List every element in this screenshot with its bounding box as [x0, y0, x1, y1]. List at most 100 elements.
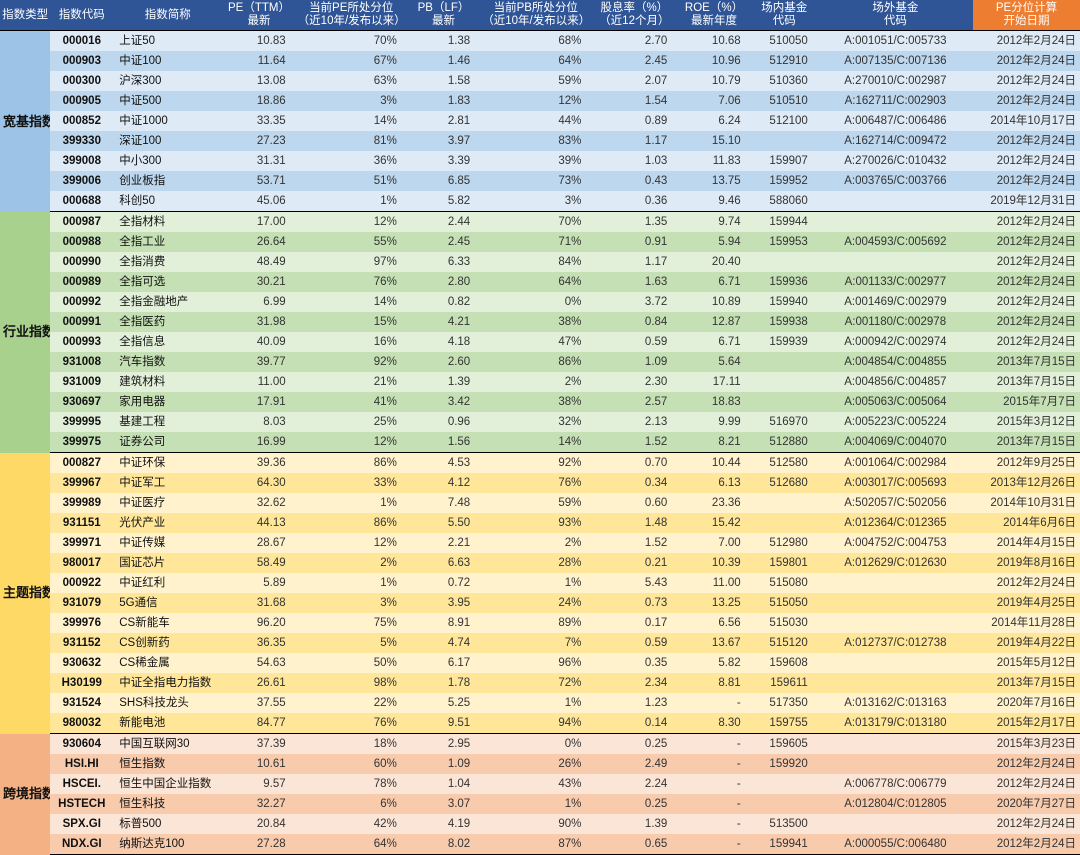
cell-pb: 2.80 — [407, 272, 480, 292]
cell-div: 0.60 — [591, 493, 677, 513]
cell-pe: 5.89 — [222, 573, 295, 593]
cell-off: A:013179/C:013180 — [818, 713, 973, 734]
table-row: 000988全指工业26.6455%2.4571%0.915.94159953A… — [0, 232, 1080, 252]
cell-roe: 6.13 — [677, 473, 750, 493]
cell-date: 2015年3月12日 — [973, 412, 1080, 432]
cell-off: A:012364/C:012365 — [818, 513, 973, 533]
cell-roe: 15.10 — [677, 131, 750, 151]
cell-date: 2013年7月15日 — [973, 372, 1080, 392]
cell-pb_pct: 68% — [480, 31, 591, 52]
cell-name: 中证传媒 — [113, 533, 222, 553]
cell-date: 2013年7月15日 — [973, 352, 1080, 372]
col-header-pb_pct: 当前PB所处分位（近10年/发布以来） — [480, 0, 591, 31]
cell-pb: 9.51 — [407, 713, 480, 734]
cell-pb_pct: 73% — [480, 171, 591, 191]
cell-pe_pct: 12% — [296, 533, 407, 553]
cell-date: 2012年2月24日 — [973, 272, 1080, 292]
cell-div: 0.59 — [591, 332, 677, 352]
cell-pb_pct: 26% — [480, 754, 591, 774]
cell-pe: 54.63 — [222, 653, 295, 673]
cell-pb_pct: 96% — [480, 653, 591, 673]
cell-pb_pct: 59% — [480, 71, 591, 91]
cell-pe: 36.35 — [222, 633, 295, 653]
cell-name: 全指信息 — [113, 332, 222, 352]
cell-date: 2012年2月24日 — [973, 573, 1080, 593]
table-row: 931524SHS科技龙头37.5522%5.251%1.23-517350A:… — [0, 693, 1080, 713]
col-header-div: 股息率（%）（近12个月） — [591, 0, 677, 31]
cell-date: 2015年7月7日 — [973, 392, 1080, 412]
cell-pb: 5.25 — [407, 693, 480, 713]
cell-onf — [751, 774, 818, 794]
cell-name: 基建工程 — [113, 412, 222, 432]
cell-code: 000991 — [50, 312, 113, 332]
cell-off: A:001064/C:002984 — [818, 453, 973, 474]
cell-pb_pct: 12% — [480, 91, 591, 111]
cell-pb: 4.19 — [407, 814, 480, 834]
cell-date: 2012年2月24日 — [973, 171, 1080, 191]
cell-off — [818, 212, 973, 233]
cell-onf: 510360 — [751, 71, 818, 91]
cell-name: 深证100 — [113, 131, 222, 151]
cell-name: 证券公司 — [113, 432, 222, 453]
cell-date: 2020年7月16日 — [973, 693, 1080, 713]
cell-div: 0.43 — [591, 171, 677, 191]
cell-date: 2014年10月17日 — [973, 111, 1080, 131]
cell-pe: 27.23 — [222, 131, 295, 151]
cell-pb: 3.42 — [407, 392, 480, 412]
cell-div: 1.17 — [591, 131, 677, 151]
cell-name: 恒生科技 — [113, 794, 222, 814]
cell-onf: 159755 — [751, 713, 818, 734]
cell-date: 2019年8月16日 — [973, 553, 1080, 573]
cell-pe: 20.84 — [222, 814, 295, 834]
table-row: 000991全指医药31.9815%4.2138%0.8412.87159938… — [0, 312, 1080, 332]
cell-date: 2012年2月24日 — [973, 71, 1080, 91]
cell-pe_pct: 60% — [296, 754, 407, 774]
cell-name: 家用电器 — [113, 392, 222, 412]
cell-name: 恒生中国企业指数 — [113, 774, 222, 794]
cell-code: 000903 — [50, 51, 113, 71]
cell-pb: 1.38 — [407, 31, 480, 52]
cell-code: 930604 — [50, 734, 113, 755]
cell-roe: 18.83 — [677, 392, 750, 412]
cell-pb: 0.72 — [407, 573, 480, 593]
cell-off: A:004069/C:004070 — [818, 432, 973, 453]
cell-pe_pct: 51% — [296, 171, 407, 191]
cell-roe: - — [677, 774, 750, 794]
cell-code: 000993 — [50, 332, 113, 352]
cell-pb: 2.81 — [407, 111, 480, 131]
cell-code: 399971 — [50, 533, 113, 553]
cell-roe: 20.40 — [677, 252, 750, 272]
cell-code: 931079 — [50, 593, 113, 613]
cell-div: 1.39 — [591, 814, 677, 834]
cell-roe: 10.68 — [677, 31, 750, 52]
cell-code: 931524 — [50, 693, 113, 713]
cell-pe_pct: 78% — [296, 774, 407, 794]
cell-pb_pct: 94% — [480, 713, 591, 734]
cell-pe: 44.13 — [222, 513, 295, 533]
cell-pe: 31.31 — [222, 151, 295, 171]
cell-pe: 37.55 — [222, 693, 295, 713]
cell-code: 931152 — [50, 633, 113, 653]
cell-code: 000905 — [50, 91, 113, 111]
cell-off: A:162711/C:002903 — [818, 91, 973, 111]
cell-pe: 28.67 — [222, 533, 295, 553]
cell-pb_pct: 1% — [480, 794, 591, 814]
table-row: 980017国证芯片58.492%6.6328%0.2110.39159801A… — [0, 553, 1080, 573]
cell-div: 2.49 — [591, 754, 677, 774]
cell-pe_pct: 86% — [296, 453, 407, 474]
cell-date: 2012年2月24日 — [973, 834, 1080, 855]
cell-pb_pct: 93% — [480, 513, 591, 533]
cell-div: 1.17 — [591, 252, 677, 272]
cell-pe_pct: 67% — [296, 51, 407, 71]
table-row: 000300沪深30013.0863%1.5859%2.0710.7951036… — [0, 71, 1080, 91]
cell-roe: 13.25 — [677, 593, 750, 613]
cell-pb_pct: 32% — [480, 412, 591, 432]
cell-pe: 84.77 — [222, 713, 295, 734]
cell-pb: 8.02 — [407, 834, 480, 855]
cell-off — [818, 673, 973, 693]
cell-div: 0.36 — [591, 191, 677, 212]
cell-pb_pct: 90% — [480, 814, 591, 834]
cell-pb_pct: 89% — [480, 613, 591, 633]
cell-pe_pct: 12% — [296, 432, 407, 453]
cell-div: 1.54 — [591, 91, 677, 111]
